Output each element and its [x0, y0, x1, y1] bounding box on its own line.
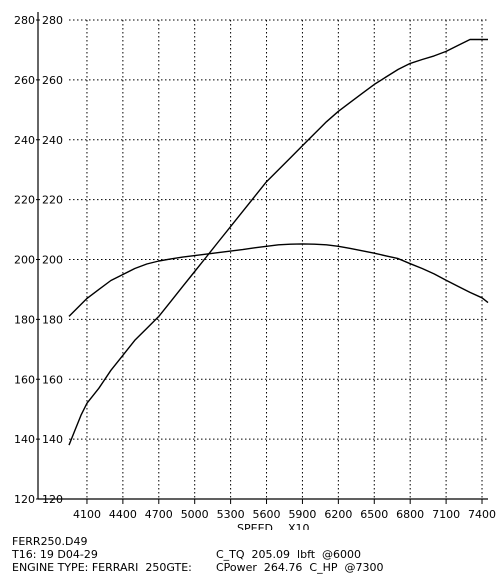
x-tick-label: 5600	[253, 508, 281, 521]
x-tick-label: 6500	[360, 508, 388, 521]
y-tick-label-left: 160	[14, 373, 35, 386]
torque-summary: C_TQ 205.09 lbft @6000	[216, 548, 362, 561]
axes	[36, 12, 488, 504]
y-tick-labels: 120 120 140 140 160 160 180 180 200 200 220 220 240 2…	[14, 14, 63, 506]
x-tick-label: 4100	[73, 508, 101, 521]
dyno-chart: 120 120 140 140 160 160 180 180 200 200 220 220 240 2…	[14, 12, 496, 530]
x-tick-label: 4400	[109, 508, 137, 521]
y-tick-label-right: 200	[42, 254, 63, 267]
y-tick-label-left: 180	[14, 313, 35, 326]
x-tick-label: 5900	[288, 508, 316, 521]
y-tick-label-right: 120	[42, 493, 63, 506]
x-tick-label: 6800	[396, 508, 424, 521]
file-name: FERR250.D49	[12, 535, 88, 548]
y-tick-label-left: 220	[14, 194, 35, 207]
y-tick-label-right: 160	[42, 373, 63, 386]
series-line-power	[68, 38, 488, 446]
y-tick-label-right: 280	[42, 14, 63, 27]
x-tick-label: 5300	[217, 508, 245, 521]
power-summary: CPower 264.76 C_HP @7300	[216, 561, 384, 574]
y-tick-label-left: 260	[14, 74, 35, 87]
y-tick-label-left: 280	[14, 14, 35, 27]
y-tick-label-right: 240	[42, 134, 63, 147]
series-line-torque	[68, 243, 489, 317]
run-info: T16: 19 D04-29	[12, 548, 98, 561]
y-tick-label-right: 180	[42, 313, 63, 326]
y-tick-label-left: 240	[14, 134, 35, 147]
x-tick-labels: 4100 4400 4700 5000 5300 5600 5900 6200 6500 6800…	[73, 508, 496, 521]
x-tick-label: 4700	[145, 508, 173, 521]
y-tick-label-left: 200	[14, 254, 35, 267]
x-tick-label: 6200	[324, 508, 352, 521]
y-tick-label-left: 140	[14, 433, 35, 446]
x-axis-label: SPEED	[237, 522, 273, 530]
y-tick-label-right: 220	[42, 194, 63, 207]
x-tick-label: 7100	[432, 508, 460, 521]
grid	[69, 19, 488, 499]
x-tick-label: 5000	[181, 508, 209, 521]
x-tick-label: 7400	[468, 508, 496, 521]
x-axis-scale-label: X10	[288, 522, 310, 530]
y-tick-label-right: 260	[42, 74, 63, 87]
y-tick-label-left: 120	[14, 493, 35, 506]
engine-type: ENGINE TYPE: FERRARI 250GTE:	[12, 561, 192, 574]
series	[68, 38, 489, 446]
y-tick-label-right: 140	[42, 433, 63, 446]
